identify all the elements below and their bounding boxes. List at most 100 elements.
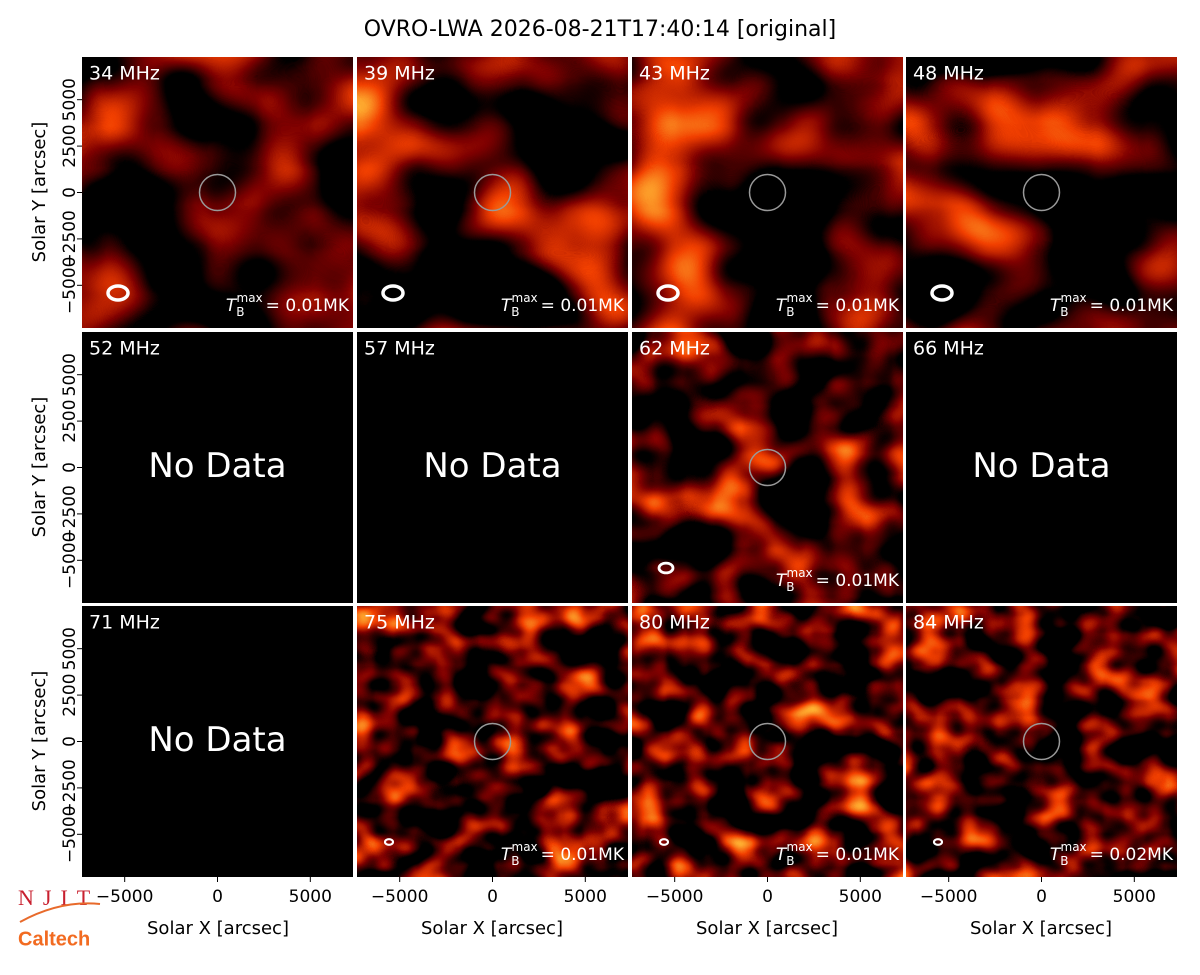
panel: TBmax = 0.02MK 84 MHz <box>906 606 1177 877</box>
panel-label: 80 MHz <box>639 612 710 634</box>
panel-background <box>82 606 353 877</box>
solar-limb <box>1022 722 1061 761</box>
panel-label: 57 MHz <box>364 338 435 360</box>
tmax-label: TBmax = 0.01MK <box>501 291 625 319</box>
panel-label: 43 MHz <box>639 63 710 85</box>
panel-label: 71 MHz <box>89 612 160 634</box>
y-axis-label: Solar Y [arcsec] <box>29 671 50 812</box>
y-axis-label: Solar Y [arcsec] <box>29 397 50 538</box>
panel: No Data 57 MHz <box>357 332 628 603</box>
solar-limb <box>473 173 512 212</box>
panel-label: 84 MHz <box>913 612 984 634</box>
y-tick-label: 2500 <box>60 399 80 442</box>
x-tick-label: 0 <box>487 887 498 907</box>
y-tick-label: −2500 <box>60 759 80 817</box>
panel-background <box>906 332 1177 603</box>
panel: TBmax = 0.01MK 75 MHz <box>357 606 628 877</box>
beam <box>106 284 130 302</box>
beam <box>932 838 944 846</box>
tmax-label: TBmax = 0.01MK <box>226 291 350 319</box>
x-axis-label: Solar X [arcsec] <box>696 918 838 939</box>
x-tick-label: −5000 <box>646 887 704 907</box>
brightness-map <box>632 606 903 877</box>
x-axis-label: Solar X [arcsec] <box>970 918 1112 939</box>
brightness-map <box>357 57 628 328</box>
solar-limb <box>473 722 512 761</box>
y-tick-label: 2500 <box>60 124 80 167</box>
panel: TBmax = 0.01MK 48 MHz <box>906 57 1177 328</box>
panel-label: 39 MHz <box>364 63 435 85</box>
y-tick-label: 0 <box>60 736 80 747</box>
solar-limb <box>748 173 787 212</box>
logo-swoosh <box>19 902 101 923</box>
y-tick-label: −5000 <box>60 806 80 864</box>
panel-label: 52 MHz <box>89 338 160 360</box>
beam <box>658 838 670 846</box>
no-data-text: No Data <box>972 446 1110 486</box>
panel: TBmax = 0.01MK 62 MHz <box>632 332 903 603</box>
y-tick-label: 0 <box>60 187 80 198</box>
x-tick-label: 5000 <box>564 887 607 907</box>
x-tick-label: −5000 <box>920 887 978 907</box>
panel: TBmax = 0.01MK 43 MHz <box>632 57 903 328</box>
tmax-label: TBmax = 0.01MK <box>776 840 900 868</box>
panel-label: 62 MHz <box>639 338 710 360</box>
tmax-label: TBmax = 0.01MK <box>501 840 625 868</box>
y-tick-label: 5000 <box>60 353 80 396</box>
solar-limb <box>198 173 237 212</box>
x-tick-label: −5000 <box>371 887 429 907</box>
x-tick-label: −5000 <box>96 887 154 907</box>
tmax-label: TBmax = 0.01MK <box>776 291 900 319</box>
y-tick-label: 5000 <box>60 627 80 670</box>
panel-label: 48 MHz <box>913 63 984 85</box>
x-tick-label: 0 <box>212 887 223 907</box>
panel-label: 34 MHz <box>89 63 160 85</box>
panel: TBmax = 0.01MK 34 MHz <box>82 57 353 328</box>
x-tick-label: 5000 <box>1113 887 1156 907</box>
x-tick-label: 0 <box>1036 887 1047 907</box>
brightness-map <box>632 332 903 603</box>
tmax-label: TBmax = 0.01MK <box>1050 291 1174 319</box>
panel: No Data 66 MHz <box>906 332 1177 603</box>
beam <box>383 838 395 846</box>
tmax-label: TBmax = 0.02MK <box>1050 840 1174 868</box>
brightness-map <box>632 57 903 328</box>
logo-njit: NJIT <box>18 885 99 910</box>
solar-limb <box>1022 173 1061 212</box>
y-tick-label: −2500 <box>60 210 80 268</box>
no-data-text: No Data <box>148 446 286 486</box>
panel: No Data 52 MHz <box>82 332 353 603</box>
brightness-map <box>357 606 628 877</box>
x-axis-label: Solar X [arcsec] <box>421 918 563 939</box>
figure-title: OVRO-LWA 2026-08-21T17:40:14 [original] <box>364 17 836 42</box>
solar-limb <box>748 448 787 487</box>
brightness-map <box>906 606 1177 877</box>
y-tick-label: −5000 <box>60 257 80 315</box>
x-tick-label: 5000 <box>289 887 332 907</box>
solar-limb <box>748 722 787 761</box>
tmax-label: TBmax = 0.01MK <box>776 566 900 594</box>
panel-label: 75 MHz <box>364 612 435 634</box>
x-tick-label: 0 <box>762 887 773 907</box>
y-tick-label: −5000 <box>60 532 80 590</box>
panel: No Data 71 MHz <box>82 606 353 877</box>
y-tick-label: 2500 <box>60 673 80 716</box>
y-axis-label: Solar Y [arcsec] <box>29 122 50 263</box>
panel-label: 66 MHz <box>913 338 984 360</box>
brightness-map <box>82 57 353 328</box>
beam <box>930 284 954 302</box>
beam <box>657 561 675 575</box>
beam <box>381 284 405 302</box>
y-tick-label: −2500 <box>60 485 80 543</box>
y-tick-label: 0 <box>60 462 80 473</box>
no-data-text: No Data <box>148 720 286 760</box>
logo-caltech: Caltech <box>18 928 90 950</box>
panel-background <box>82 332 353 603</box>
x-tick-label: 5000 <box>839 887 882 907</box>
y-tick-label: 5000 <box>60 78 80 121</box>
no-data-text: No Data <box>423 446 561 486</box>
x-axis-label: Solar X [arcsec] <box>147 918 289 939</box>
panel: TBmax = 0.01MK 39 MHz <box>357 57 628 328</box>
beam <box>656 284 680 302</box>
